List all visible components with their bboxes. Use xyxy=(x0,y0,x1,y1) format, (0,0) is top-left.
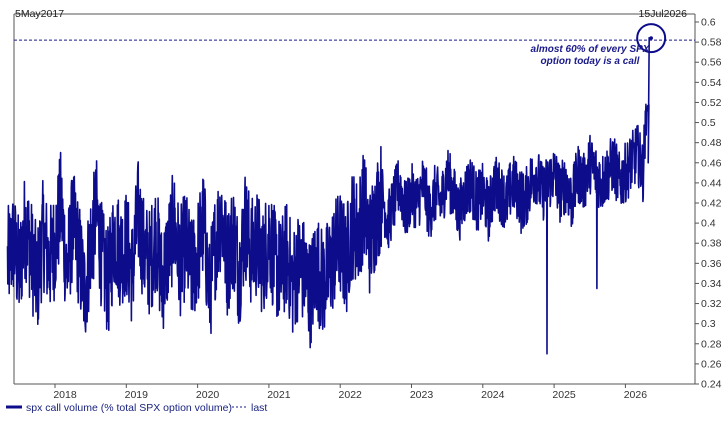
x-axis: 2018 2019 2020 2021 2022 2023 2024 2025 2026 xyxy=(53,384,647,401)
y-tick-label: 0.6 xyxy=(701,17,716,29)
y-tick-label: 0.32 xyxy=(701,298,722,310)
x-tick-label: 2024 xyxy=(481,389,505,401)
y-tick-label: 0.26 xyxy=(701,358,722,370)
x-tick-label: 2022 xyxy=(339,389,363,401)
y-tick-label: 0.38 xyxy=(701,238,722,250)
legend: spx call volume (% total SPX option volu… xyxy=(6,402,267,414)
x-tick-label: 2021 xyxy=(267,389,291,401)
last-point-marker xyxy=(649,36,653,40)
annotation-line-2: option today is a call xyxy=(541,56,640,67)
y-tick-label: 0.54 xyxy=(701,77,722,89)
x-tick-label: 2020 xyxy=(196,389,220,401)
series-layer xyxy=(6,23,695,355)
start-date-label: 5May2017 xyxy=(15,8,64,20)
y-tick-label: 0.34 xyxy=(701,278,722,290)
x-tick-label: 2018 xyxy=(53,389,77,401)
y-tick-label: 0.3 xyxy=(701,318,716,330)
y-tick-label: 0.44 xyxy=(701,177,722,189)
x-tick-label: 2019 xyxy=(125,389,149,401)
x-tick-label: 2026 xyxy=(624,389,648,401)
y-tick-label: 0.58 xyxy=(701,37,722,49)
x-tick-label: 2023 xyxy=(410,389,434,401)
x-tick-label: 2025 xyxy=(552,389,576,401)
y-tick-label: 0.28 xyxy=(701,338,722,350)
highlight-circle xyxy=(636,23,667,54)
y-tick-label: 0.5 xyxy=(701,117,716,129)
y-tick-label: 0.48 xyxy=(701,137,722,149)
end-date-label: 15Jul2026 xyxy=(639,8,688,20)
y-tick-label: 0.24 xyxy=(701,379,722,391)
y-axis: 0.6 0.58 0.56 0.54 0.52 0.5 0.48 0.46 0.44 0.42 0.… xyxy=(695,17,722,391)
legend-label-last: last xyxy=(251,402,267,414)
y-tick-label: 0.46 xyxy=(701,157,722,169)
y-tick-label: 0.42 xyxy=(701,198,722,210)
y-tick-label: 0.56 xyxy=(701,57,722,69)
series-line-spx-call-volume xyxy=(6,37,650,355)
annotation-line-1: almost 60% of every SPX xyxy=(531,44,651,55)
y-tick-label: 0.4 xyxy=(701,218,716,230)
y-tick-label: 0.36 xyxy=(701,258,722,270)
legend-label-main: spx call volume (% total SPX option volu… xyxy=(26,402,232,414)
y-tick-label: 0.52 xyxy=(701,97,722,109)
